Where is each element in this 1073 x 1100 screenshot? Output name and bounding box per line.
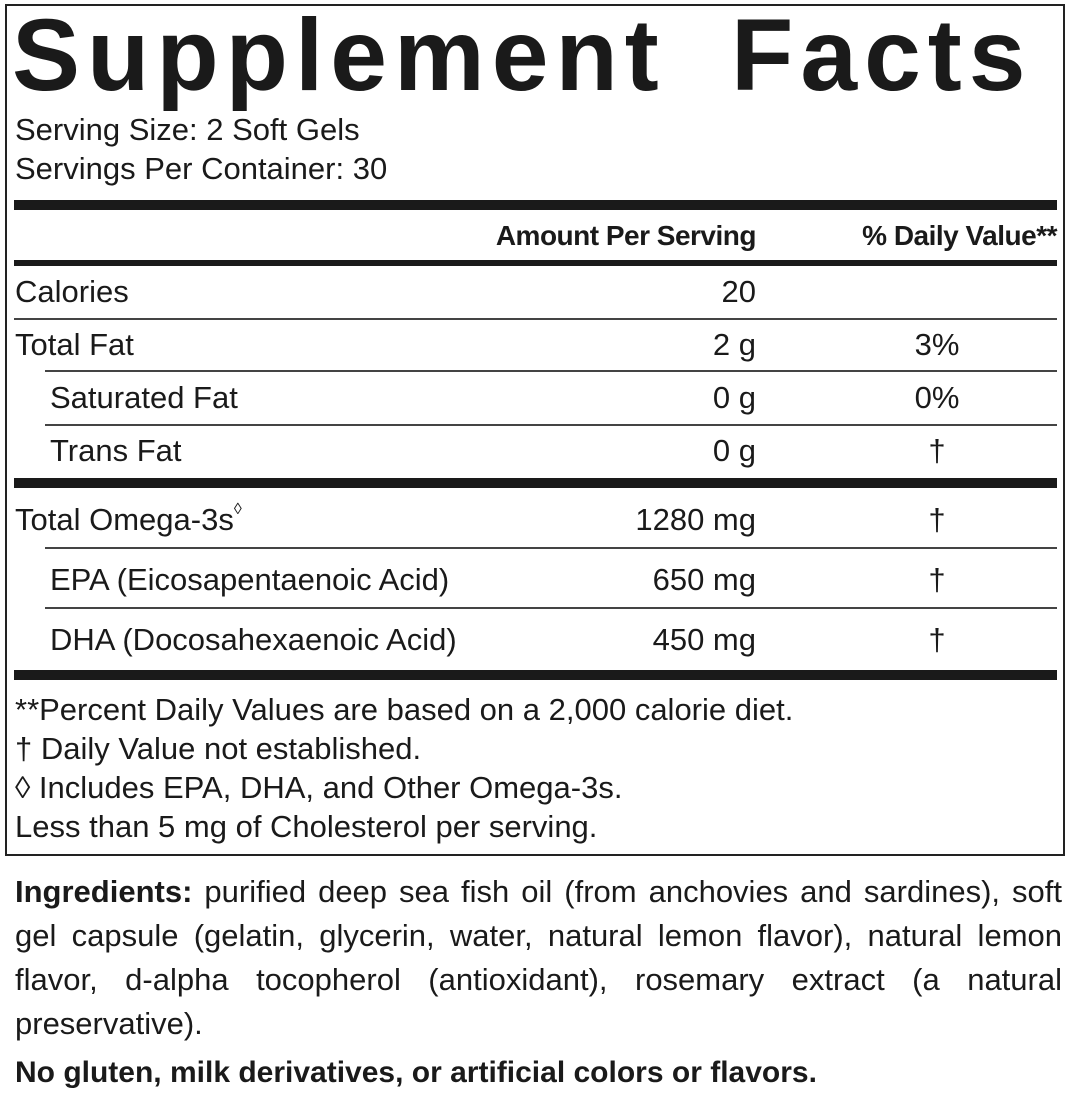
row-dv: † xyxy=(928,562,946,597)
row-saturated-fat: Saturated Fat 0 g 0% xyxy=(0,378,1073,418)
allergen-claim: No gluten, milk derivatives, or artifici… xyxy=(15,1056,817,1089)
supplement-facts-panel xyxy=(5,4,1065,856)
divider-medium xyxy=(14,260,1057,266)
divider-thick xyxy=(14,478,1057,488)
row-label: Trans Fat xyxy=(50,433,182,468)
footnote: **Percent Daily Values are based on a 2,… xyxy=(15,692,794,727)
divider xyxy=(45,607,1057,609)
row-amount: 1280 mg xyxy=(635,502,756,537)
row-amount: 20 xyxy=(721,274,756,309)
row-dv: 0% xyxy=(914,380,960,415)
row-amount: 650 mg xyxy=(652,562,756,597)
row-trans-fat: Trans Fat 0 g † xyxy=(0,431,1073,471)
divider xyxy=(45,370,1057,372)
panel-title: Supplement Facts xyxy=(12,0,1033,112)
header-amount: Amount Per Serving xyxy=(495,220,757,251)
servings-per-container: Servings Per Container: 30 xyxy=(15,151,388,186)
row-dha: DHA (Docosahexaenoic Acid) 450 mg † xyxy=(0,620,1073,660)
divider xyxy=(14,318,1057,320)
row-label: EPA (Eicosapentaenoic Acid) xyxy=(50,562,450,597)
footnote: † Daily Value not established. xyxy=(15,731,422,766)
header-daily-value: % Daily Value** xyxy=(862,220,1057,251)
row-calories: Calories 20 xyxy=(0,272,1073,312)
ingredients-text: purified deep sea fish oil (from anchovi… xyxy=(15,874,1062,1041)
row-total-fat: Total Fat 2 g 3% xyxy=(0,325,1073,365)
row-total-omega-3s: Total Omega-3s◊ 1280 mg † xyxy=(0,500,1073,540)
divider-thick xyxy=(14,670,1057,680)
divider xyxy=(45,424,1057,426)
footnote: ◊ Includes EPA, DHA, and Other Omega-3s. xyxy=(15,770,623,805)
diamond-mark: ◊ xyxy=(233,501,242,518)
row-dv: † xyxy=(928,622,946,657)
divider-thick xyxy=(14,200,1057,210)
row-dv: † xyxy=(928,502,946,537)
serving-size: Serving Size: 2 Soft Gels xyxy=(15,112,360,147)
row-amount: 0 g xyxy=(712,433,756,468)
row-label: Total Fat xyxy=(15,327,134,362)
row-label: Saturated Fat xyxy=(50,380,238,415)
row-amount: 0 g xyxy=(712,380,756,415)
row-dv: † xyxy=(928,433,946,468)
row-epa: EPA (Eicosapentaenoic Acid) 650 mg † xyxy=(0,560,1073,600)
ingredients-label: Ingredients: xyxy=(15,874,193,909)
row-amount: 450 mg xyxy=(652,622,756,657)
ingredients: Ingredients: purified deep sea fish oil … xyxy=(15,870,1062,1046)
row-label: DHA (Docosahexaenoic Acid) xyxy=(50,622,457,657)
footnote: Less than 5 mg of Cholesterol per servin… xyxy=(15,809,598,844)
row-label: Calories xyxy=(15,274,129,309)
divider xyxy=(45,547,1057,549)
row-label: Total Omega-3s xyxy=(15,502,234,537)
row-dv: 3% xyxy=(914,327,960,362)
row-amount: 2 g xyxy=(712,327,756,362)
